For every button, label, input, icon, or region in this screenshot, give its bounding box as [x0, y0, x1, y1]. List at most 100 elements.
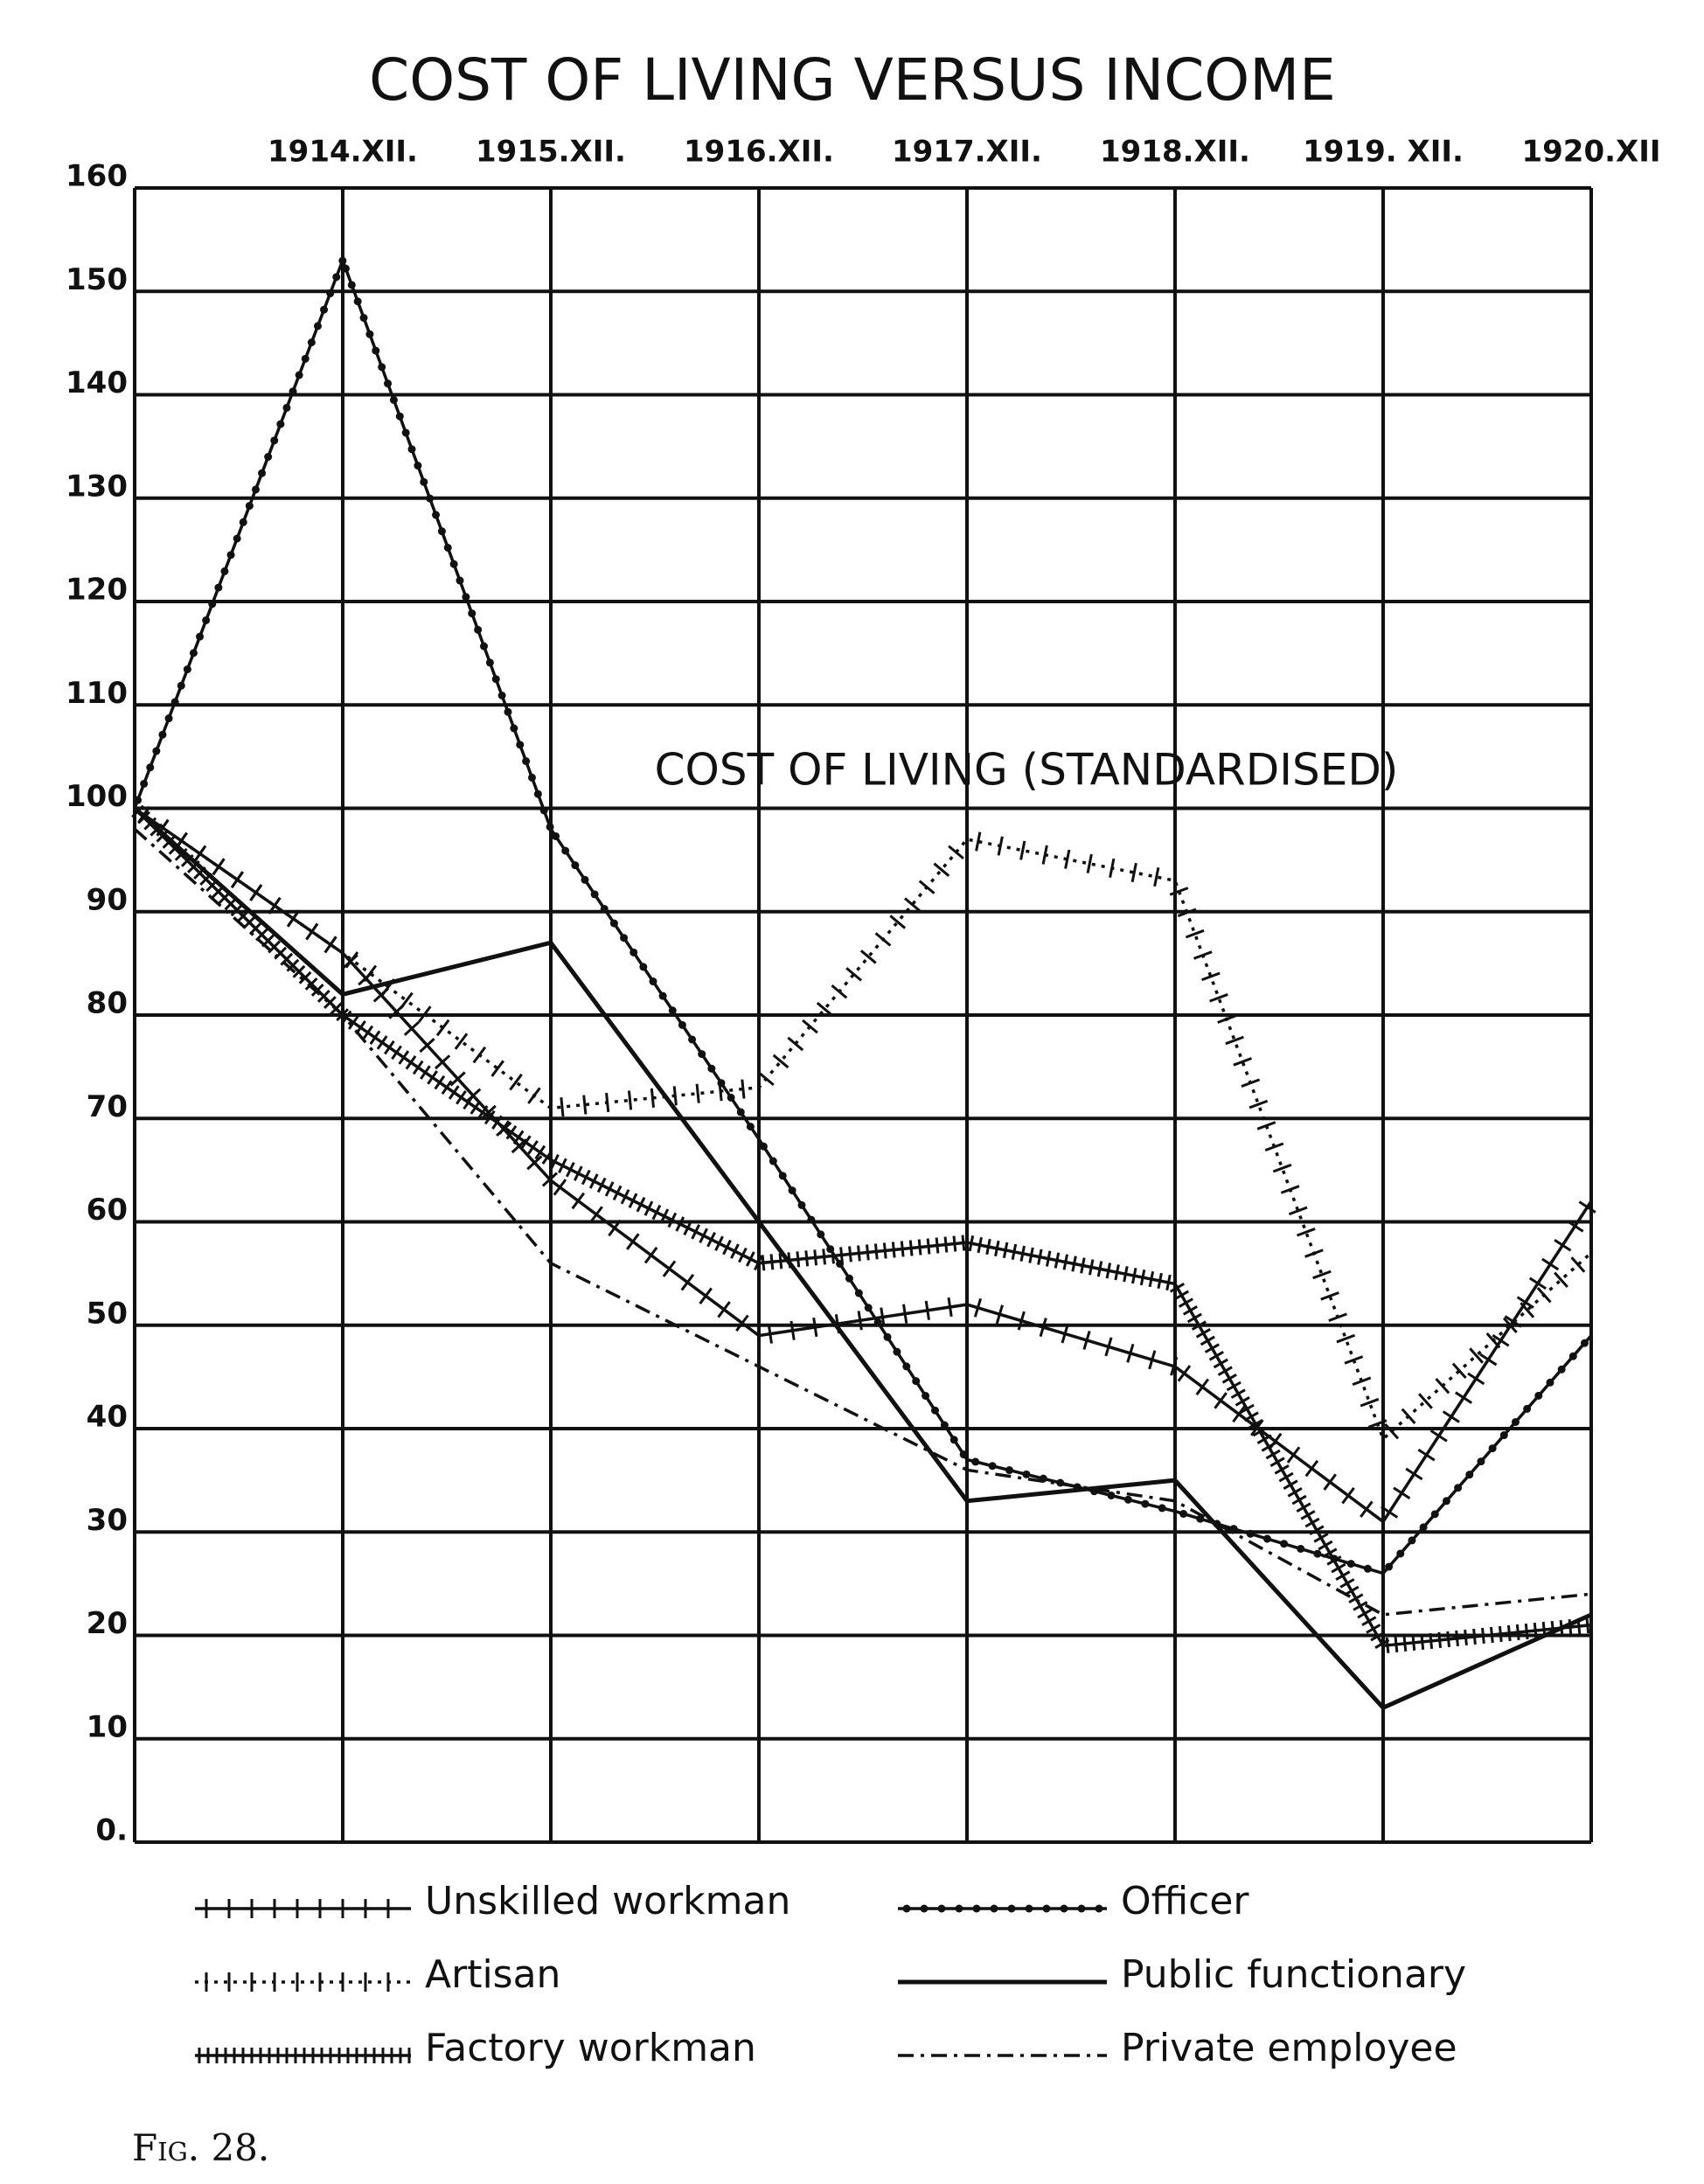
line-ornament: [707, 1064, 716, 1073]
line-ornament: [432, 511, 441, 519]
line-ornament: [448, 1085, 460, 1100]
line-ornament: [1287, 1487, 1303, 1498]
line-ornament: [1454, 1484, 1463, 1492]
line-ornament: [589, 1206, 603, 1223]
x-tick-label: 1917.XII.: [892, 135, 1042, 170]
line-ornament: [1557, 1365, 1566, 1374]
line-ornament: [1217, 1014, 1236, 1024]
line-ornament: [362, 1025, 374, 1040]
legend-label: Public functionary: [1121, 1952, 1466, 1997]
line-ornament: [1246, 1529, 1255, 1538]
line-ornament: [959, 1450, 968, 1459]
line-ornament: [369, 1030, 381, 1045]
line-ornament: [1214, 1392, 1228, 1409]
line-ornament: [1025, 1904, 1033, 1913]
line-ornament: [1104, 1337, 1113, 1357]
line-ornament: [972, 1904, 981, 1913]
line-ornament: [435, 1019, 450, 1037]
line-ornament: [264, 453, 273, 462]
line-ornament: [180, 853, 194, 867]
line-ornament: [1523, 1404, 1532, 1413]
line-ornament: [1490, 1626, 1494, 1644]
line-ornament: [620, 1189, 630, 1205]
line-ornament: [304, 977, 318, 991]
line-ornament: [534, 1144, 546, 1160]
line-ornament: [1499, 1431, 1508, 1440]
line-ornament: [1320, 1291, 1339, 1301]
line-ornament: [1213, 1358, 1228, 1369]
line-ornament: [323, 936, 337, 954]
line-ornament: [1221, 1374, 1237, 1384]
line-ornament: [519, 1135, 532, 1150]
line-ornament: [1455, 1630, 1459, 1647]
line-ornament: [268, 896, 282, 915]
line-ornament: [922, 1391, 930, 1400]
line-ornament: [1177, 1365, 1192, 1382]
line-ornament: [480, 1104, 497, 1120]
line-ornament: [1208, 1351, 1224, 1361]
line-ornament: [1506, 1624, 1512, 1642]
line-ornament: [1191, 1320, 1207, 1331]
line-ornament: [714, 1235, 724, 1251]
line-ornament: [242, 915, 256, 929]
line-ornament: [1114, 1264, 1120, 1281]
line-ornament: [131, 804, 144, 818]
line-ornament: [1570, 1256, 1586, 1273]
line-ornament: [414, 462, 422, 470]
line-ornament: [401, 428, 410, 437]
line-ornament: [880, 1307, 886, 1327]
line-ornament: [971, 1457, 980, 1466]
line-ornament: [1528, 1276, 1548, 1290]
line-ornament: [1346, 1560, 1355, 1568]
line-ornament: [864, 1304, 873, 1312]
line-ornament: [541, 1150, 553, 1165]
line-ornament: [527, 1140, 539, 1155]
line-ornament: [539, 806, 548, 815]
line-ornament: [845, 1274, 853, 1283]
line-ornament: [193, 845, 207, 863]
line-ornament: [1177, 908, 1197, 918]
line-ornament: [883, 1332, 892, 1341]
line-ornament: [359, 314, 368, 323]
y-tick-label: 140: [66, 365, 128, 400]
line-ornament: [1002, 1242, 1009, 1259]
line-ornament: [449, 1071, 466, 1087]
line-ornament: [1019, 840, 1026, 860]
line-ornament: [695, 1083, 700, 1103]
line-ornament: [353, 297, 362, 306]
line-ornament: [908, 1240, 914, 1256]
line-ornament: [1304, 1248, 1324, 1258]
line-ornament: [560, 1097, 565, 1117]
line-ornament: [1170, 1356, 1179, 1376]
line-ornament: [528, 773, 537, 782]
line-ornament: [604, 1181, 615, 1197]
line-ornament: [1348, 1593, 1364, 1603]
line-ornament: [1357, 1608, 1373, 1619]
line-ornament: [320, 305, 329, 314]
line-ornament: [365, 330, 374, 338]
line-ornament: [629, 948, 638, 956]
y-tick-label: 90: [87, 882, 128, 917]
line-ornament: [1186, 1312, 1202, 1324]
y-tick-label: 120: [66, 573, 128, 608]
line-ornament: [363, 964, 378, 983]
line-ornament: [605, 1092, 610, 1113]
line-ornament: [146, 763, 155, 772]
line-ornament: [1169, 887, 1189, 896]
line-ornament: [1235, 1396, 1250, 1407]
line-ornament: [1396, 1549, 1405, 1558]
line-ornament: [627, 1090, 633, 1110]
line-ornament: [796, 1251, 801, 1268]
series-line: [134, 807, 1593, 1442]
line-ornament: [736, 1108, 745, 1116]
line-ornament: [1511, 1417, 1520, 1426]
line-ornament: [662, 1260, 677, 1277]
line-ornament: [1179, 1509, 1188, 1518]
line-ornament: [912, 1377, 921, 1386]
line-ornament: [600, 904, 609, 913]
line-ornament: [1541, 1621, 1547, 1638]
line-ornament: [1096, 1261, 1103, 1277]
line-ornament: [588, 1173, 599, 1189]
line-ornament: [1429, 1429, 1448, 1443]
